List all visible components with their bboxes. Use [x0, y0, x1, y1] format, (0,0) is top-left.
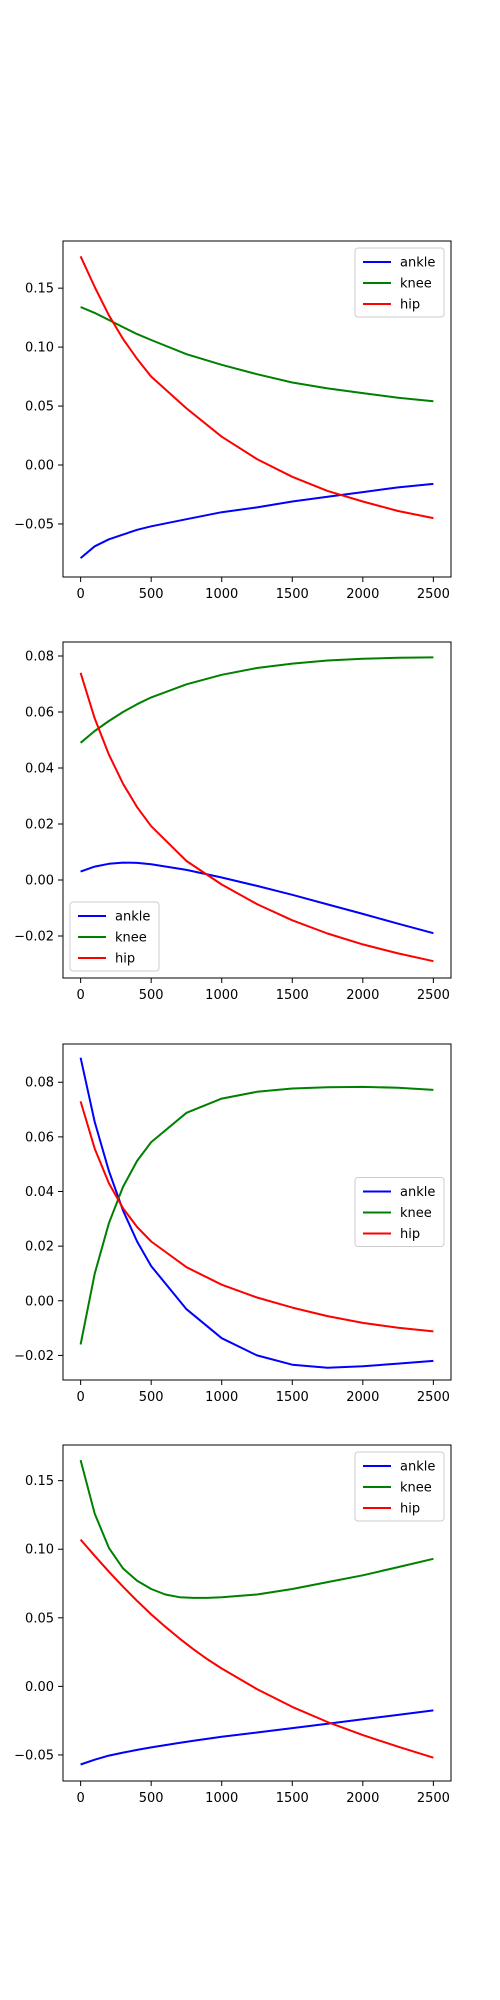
x-tick-label: 1000	[205, 1390, 238, 1405]
x-tick-label: 1500	[276, 1390, 309, 1405]
y-tick-label: 0.06	[25, 706, 54, 721]
y-tick-label: 0.04	[25, 762, 54, 777]
legend-box	[354, 1177, 445, 1247]
y-tick-label: 0.04	[25, 1185, 54, 1200]
legend-label-knee: knee	[400, 1481, 432, 1496]
y-tick-label: −0.05	[14, 517, 54, 532]
y-tick-label: 0.08	[25, 650, 54, 665]
x-tick-label: 2000	[346, 587, 379, 602]
y-tick-label: 0.15	[25, 1474, 54, 1489]
axes-frame	[62, 641, 452, 979]
x-tick-label: 2500	[417, 988, 450, 1003]
series-line-hip	[79, 1101, 434, 1333]
x-tick-label: 2500	[417, 587, 450, 602]
series-line-hip	[79, 1538, 434, 1759]
x-tick-label: 0	[76, 587, 84, 602]
x-tick-label: 0	[76, 1390, 84, 1405]
x-tick-label: 2000	[346, 1791, 379, 1806]
series-line-knee	[80, 306, 434, 403]
legend-label-hip: hip	[400, 1502, 420, 1517]
y-tick-label: 0.02	[25, 1240, 54, 1255]
legend-box	[354, 247, 445, 318]
chart-panel-2: 0 500 1000 1500 2000 2500 −0.02 0.00 0.02 0.04 0.0…	[14, 641, 452, 1003]
series-line-knee	[79, 1085, 434, 1345]
chart-panel-3: 0 500 1000 1500 2000 2500 −0.02 0.00 0.02 0.04 0.0…	[14, 1043, 452, 1405]
y-tick-label: −0.02	[14, 930, 54, 945]
y-tick-label: 0.00	[25, 1294, 54, 1309]
legend-label-knee: knee	[400, 1206, 432, 1221]
x-tick-label: 500	[139, 587, 164, 602]
legend-label-knee: knee	[115, 931, 147, 946]
x-tick-label: 0	[76, 1791, 84, 1806]
legend: ankle knee hip	[354, 247, 445, 318]
y-tick-label: 0.10	[25, 1543, 54, 1558]
x-tick-label: 2500	[417, 1390, 450, 1405]
series-line-knee	[79, 656, 434, 744]
legend: ankle knee hip	[354, 1451, 445, 1522]
legend-label-hip: hip	[400, 1227, 420, 1242]
series-line-ankle	[79, 482, 434, 559]
y-tick-label: −0.02	[14, 1349, 54, 1364]
x-tick-label: 500	[139, 988, 164, 1003]
y-tick-label: 0.00	[25, 874, 54, 889]
chart-panel-1: 0 500 1000 1500 2000 2500 −0.05 0.00 0.05 0.10 0.1…	[14, 240, 452, 602]
y-tick-label: 0.05	[25, 1611, 54, 1626]
legend-label-knee: knee	[400, 277, 432, 292]
x-tick-label: 1000	[205, 988, 238, 1003]
y-tick-label: 0.06	[25, 1130, 54, 1145]
legend-label-hip: hip	[400, 298, 420, 313]
y-tick-label: 0.02	[25, 818, 54, 833]
x-tick-label: 1000	[205, 587, 238, 602]
legend-label-hip: hip	[115, 952, 135, 967]
y-tick-label: −0.05	[14, 1748, 54, 1763]
x-tick-label: 1500	[276, 587, 309, 602]
x-tick-label: 2000	[346, 1390, 379, 1405]
legend-label-ankle: ankle	[400, 1460, 435, 1475]
x-tick-label: 2000	[346, 988, 379, 1003]
legend: ankle knee hip	[69, 901, 160, 972]
y-tick-label: 0.10	[25, 341, 54, 356]
series-line-knee	[79, 1459, 434, 1599]
x-tick-label: 1500	[276, 1791, 309, 1806]
legend-label-ankle: ankle	[400, 1185, 435, 1200]
series-line-hip	[79, 255, 434, 520]
series-line-ankle	[79, 1057, 434, 1369]
x-tick-label: 1000	[205, 1791, 238, 1806]
x-tick-label: 0	[76, 988, 84, 1003]
legend: ankle knee hip	[354, 1177, 445, 1247]
y-tick-label: 0.08	[25, 1076, 54, 1091]
series-line-hip	[79, 672, 434, 963]
legend-box	[69, 901, 160, 972]
axes-frame	[62, 1444, 452, 1782]
x-tick-label: 500	[139, 1390, 164, 1405]
legend-label-ankle: ankle	[115, 910, 150, 925]
x-tick-label: 500	[139, 1791, 164, 1806]
x-tick-label: 2500	[417, 1791, 450, 1806]
y-tick-label: 0.00	[25, 459, 54, 474]
series-line-ankle	[80, 1709, 434, 1766]
y-tick-label: 0.00	[25, 1680, 54, 1695]
legend-box	[354, 1451, 445, 1522]
chart-panel-4: 0 500 1000 1500 2000 2500 −0.05 0.00 0.05 0.10 0.1…	[14, 1444, 452, 1806]
axes-frame	[62, 240, 452, 578]
x-tick-label: 1500	[276, 988, 309, 1003]
axes-frame	[62, 1043, 452, 1381]
y-tick-label: 0.05	[25, 400, 54, 415]
legend-label-ankle: ankle	[400, 256, 435, 271]
y-tick-label: 0.15	[25, 282, 54, 297]
